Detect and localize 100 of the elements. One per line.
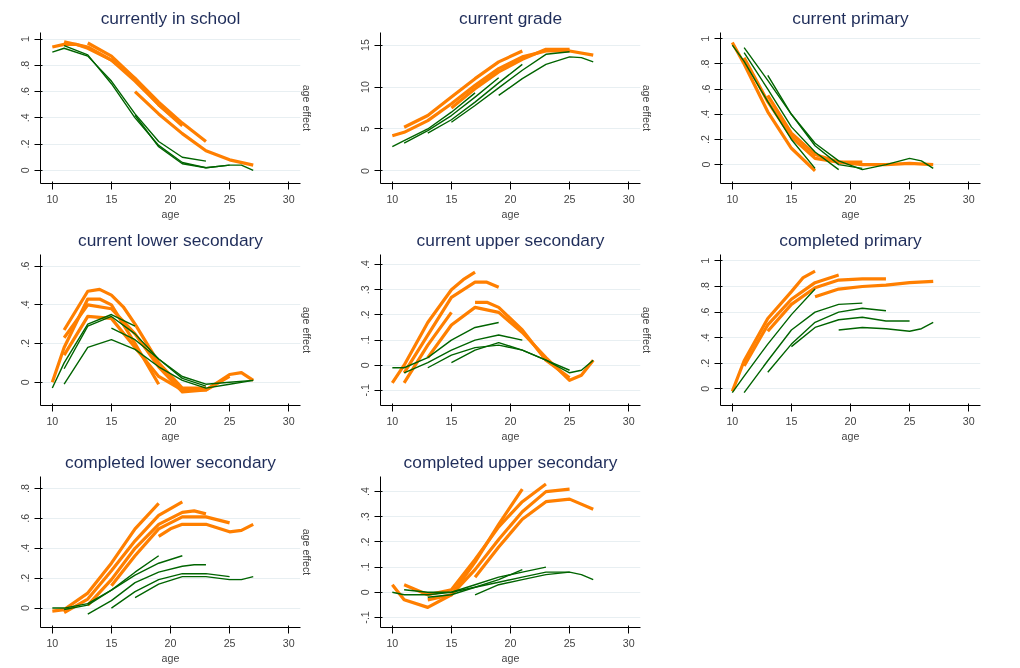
x-tick-label: 15: [785, 414, 798, 427]
x-tick-label: 25: [223, 192, 236, 205]
y-tick-label: .4: [699, 333, 712, 343]
x-axis-title: age: [161, 429, 180, 442]
x-tick-label: 25: [223, 414, 236, 427]
y-tick-label: .2: [19, 339, 32, 348]
x-axis-title: age: [501, 429, 520, 442]
x-tick-label: 15: [445, 636, 458, 649]
x-tick-label: 25: [223, 636, 236, 649]
y-tick-label: 1: [19, 36, 32, 43]
x-tick-label: 20: [844, 414, 857, 427]
y-tick-label: .8: [19, 60, 32, 70]
y-tick-label: .4: [19, 300, 32, 310]
x-tick-label: 10: [386, 414, 399, 427]
x-tick-label: 15: [105, 414, 118, 427]
x-axis-title: age: [501, 207, 520, 220]
x-tick-label: 25: [563, 636, 576, 649]
chart-title: current grade: [458, 7, 563, 28]
y2-axis-title: age effect: [300, 84, 313, 132]
x-tick-label: 10: [46, 414, 59, 427]
y-tick-label: .2: [699, 358, 712, 368]
x-axis-title: age: [161, 207, 180, 220]
y-tick-label: .6: [19, 87, 32, 97]
y-tick-label: .4: [19, 543, 32, 553]
y-tick-label: .3: [359, 285, 372, 295]
x-tick-label: 20: [504, 192, 517, 205]
x-tick-label: 30: [622, 414, 635, 427]
x-tick-label: 30: [622, 636, 635, 649]
chart-title: completed upper secondary: [403, 451, 618, 472]
y-tick-label: .8: [699, 281, 712, 291]
x-tick-label: 15: [105, 636, 118, 649]
x-tick-label: 25: [903, 414, 916, 427]
y-tick-label: .6: [19, 261, 32, 271]
y-tick-label: -.1: [359, 384, 372, 397]
y2-axis-title: age effect: [300, 528, 313, 576]
y-tick-label: .2: [19, 139, 32, 149]
x-tick-label: 10: [386, 636, 399, 649]
y-tick-label: 0: [359, 362, 372, 369]
x-tick-label: 30: [962, 414, 975, 427]
y-tick-label: -.1: [359, 611, 372, 624]
chart-title: completed primary: [779, 229, 923, 250]
x-tick-label: 10: [46, 192, 59, 205]
x-tick-label: 15: [445, 192, 458, 205]
y-tick-label: 0: [359, 167, 372, 174]
x-tick-label: 10: [386, 192, 399, 205]
y-tick-label: .4: [359, 487, 372, 497]
x-tick-label: 30: [622, 192, 635, 205]
y-tick-label: .3: [359, 512, 372, 522]
y-tick-label: 1: [699, 257, 712, 264]
x-tick-label: 30: [962, 192, 975, 205]
y-tick-label: .2: [699, 134, 712, 144]
x-tick-label: 15: [445, 414, 458, 427]
y2-axis-title: age effect: [300, 306, 313, 354]
y2-axis-title: age effect: [640, 306, 653, 354]
y-tick-label: .2: [19, 573, 32, 583]
y-tick-label: 0: [699, 161, 712, 168]
x-tick-label: 20: [504, 414, 517, 427]
chart-title: current upper secondary: [416, 229, 605, 250]
chart-title: completed lower secondary: [65, 451, 277, 472]
y-tick-label: .1: [359, 335, 372, 345]
y-tick-label: 0: [19, 167, 32, 174]
x-tick-label: 20: [164, 636, 177, 649]
x-tick-label: 25: [563, 192, 576, 205]
y-tick-label: .6: [699, 307, 712, 317]
y-tick-label: .6: [19, 513, 32, 523]
x-tick-label: 25: [903, 192, 916, 205]
x-axis-title: age: [841, 207, 860, 220]
y-tick-label: .4: [699, 109, 712, 119]
y-tick-label: .6: [699, 84, 712, 94]
y-tick-label: .4: [19, 113, 32, 123]
y-tick-label: .2: [359, 537, 372, 547]
x-tick-label: 30: [282, 192, 295, 205]
y-tick-label: 0: [19, 605, 32, 612]
y-tick-label: 1: [699, 35, 712, 42]
y-tick-label: .4: [359, 260, 372, 270]
y-tick-label: 10: [359, 81, 372, 93]
y-tick-label: .2: [359, 310, 372, 320]
x-tick-label: 20: [164, 192, 177, 205]
chart-title: current primary: [792, 7, 910, 28]
y-tick-label: .8: [19, 483, 32, 493]
x-tick-label: 15: [105, 192, 118, 205]
x-tick-label: 10: [46, 636, 59, 649]
chart-title: current lower secondary: [78, 229, 264, 250]
x-tick-label: 15: [785, 192, 798, 205]
y-tick-label: 0: [19, 379, 32, 386]
x-tick-label: 20: [164, 414, 177, 427]
y-tick-label: 0: [359, 589, 372, 596]
y-tick-label: 15: [359, 39, 372, 52]
x-tick-label: 30: [282, 414, 295, 427]
chart-title: currently in school: [100, 7, 241, 28]
y2-axis-title: age effect: [640, 84, 653, 132]
y-tick-label: .1: [359, 562, 372, 572]
x-axis-title: age: [161, 651, 180, 664]
x-tick-label: 10: [726, 414, 739, 427]
x-tick-label: 20: [844, 192, 857, 205]
x-tick-label: 25: [563, 414, 576, 427]
x-tick-label: 10: [726, 192, 739, 205]
x-tick-label: 30: [282, 636, 295, 649]
y-tick-label: 5: [359, 125, 372, 132]
x-tick-label: 20: [504, 636, 517, 649]
